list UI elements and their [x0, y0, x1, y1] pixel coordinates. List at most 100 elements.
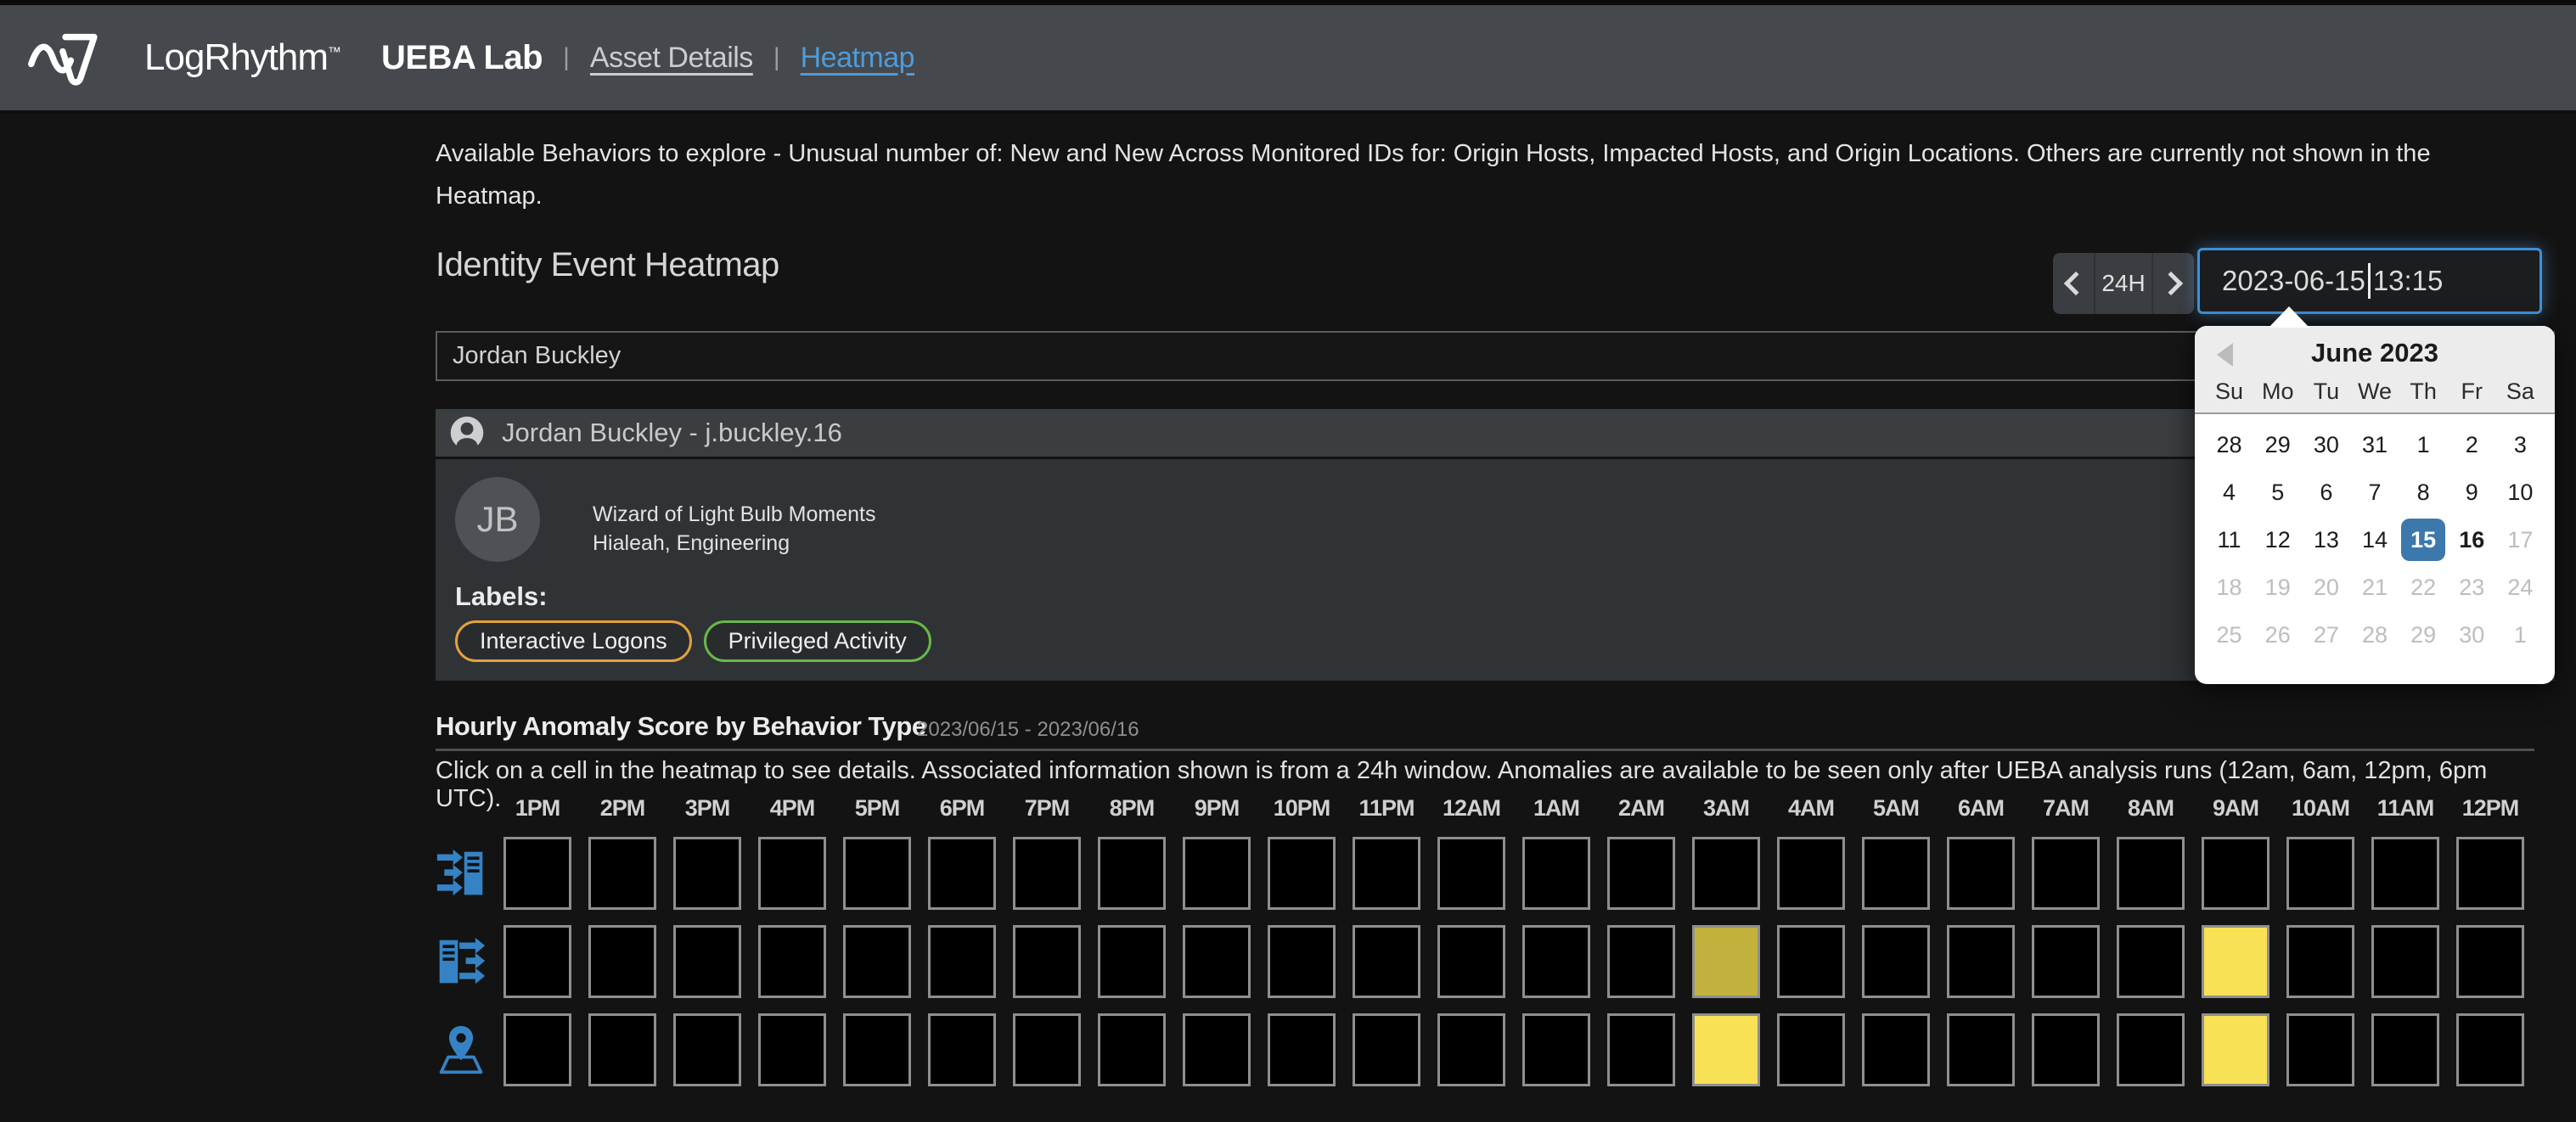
calendar-day-14[interactable]: 14: [2361, 526, 2388, 553]
heatmap-cell-origin-hosts-6am[interactable]: [1947, 837, 2015, 910]
calendar-day-7[interactable]: 7: [2368, 479, 2382, 505]
heatmap-cell-impacted-hosts-2pm[interactable]: [588, 925, 656, 998]
heatmap-cell-impacted-hosts-10am[interactable]: [2286, 925, 2354, 998]
nav-link-heatmap[interactable]: Heatmap: [800, 41, 915, 74]
calendar-day-11[interactable]: 11: [2217, 526, 2241, 553]
heatmap-cell-origin-locations-7pm[interactable]: [1013, 1013, 1081, 1086]
heatmap-cell-origin-locations-8pm[interactable]: [1098, 1013, 1166, 1086]
calendar-day-30[interactable]: 30: [2313, 431, 2339, 457]
heatmap-cell-origin-hosts-5am[interactable]: [1862, 837, 1930, 910]
heatmap-cell-origin-locations-2pm[interactable]: [588, 1013, 656, 1086]
heatmap-cell-impacted-hosts-9pm[interactable]: [1183, 925, 1251, 998]
calendar-day-13[interactable]: 13: [2313, 526, 2339, 553]
heatmap-cell-origin-hosts-1pm[interactable]: [503, 837, 571, 910]
calendar-day-15[interactable]: 15: [2401, 519, 2446, 561]
heatmap-cell-origin-locations-10pm[interactable]: [1268, 1013, 1336, 1086]
heatmap-cell-impacted-hosts-4pm[interactable]: [758, 925, 826, 998]
heatmap-cell-origin-hosts-11am[interactable]: [2371, 837, 2439, 910]
heatmap-cell-impacted-hosts-12am[interactable]: [1437, 925, 1505, 998]
calendar-day-12[interactable]: 12: [2264, 526, 2291, 553]
heatmap-cell-impacted-hosts-1am[interactable]: [1522, 925, 1590, 998]
heatmap-cell-origin-hosts-2pm[interactable]: [588, 837, 656, 910]
heatmap-cell-origin-locations-7am[interactable]: [2032, 1013, 2100, 1086]
heatmap-cell-origin-hosts-10am[interactable]: [2286, 837, 2354, 910]
calendar-day-31[interactable]: 31: [2361, 431, 2388, 457]
heatmap-cell-origin-locations-5am[interactable]: [1862, 1013, 1930, 1086]
heatmap-cell-impacted-hosts-12pm[interactable]: [2456, 925, 2524, 998]
heatmap-cell-origin-hosts-1am[interactable]: [1522, 837, 1590, 910]
heatmap-cell-origin-hosts-11pm[interactable]: [1353, 837, 1420, 910]
heatmap-cell-origin-hosts-6pm[interactable]: [928, 837, 996, 910]
heatmap-cell-origin-hosts-10pm[interactable]: [1268, 837, 1336, 910]
previous-range-button[interactable]: [2053, 253, 2094, 314]
heatmap-cell-origin-hosts-7pm[interactable]: [1013, 837, 1081, 910]
calendar-day-2[interactable]: 2: [2465, 431, 2478, 457]
range-duration-button[interactable]: 24H: [2094, 253, 2153, 314]
heatmap-cell-origin-hosts-3am[interactable]: [1692, 837, 1760, 910]
heatmap-cell-impacted-hosts-6pm[interactable]: [928, 925, 996, 998]
heatmap-cell-origin-locations-9pm[interactable]: [1183, 1013, 1251, 1086]
calendar-day-8[interactable]: 8: [2416, 479, 2430, 505]
heatmap-cell-impacted-hosts-7pm[interactable]: [1013, 925, 1081, 998]
heatmap-cell-origin-locations-1pm[interactable]: [503, 1013, 571, 1086]
heatmap-cell-impacted-hosts-9am[interactable]: [2202, 925, 2269, 998]
heatmap-cell-impacted-hosts-5pm[interactable]: [843, 925, 911, 998]
calendar-day-29[interactable]: 29: [2264, 431, 2291, 457]
heatmap-cell-origin-hosts-8pm[interactable]: [1098, 837, 1166, 910]
heatmap-cell-origin-locations-2am[interactable]: [1607, 1013, 1675, 1086]
calendar-day-10[interactable]: 10: [2507, 479, 2534, 505]
heatmap-cell-origin-hosts-9am[interactable]: [2202, 837, 2269, 910]
heatmap-cell-origin-hosts-5pm[interactable]: [843, 837, 911, 910]
heatmap-cell-origin-locations-3pm[interactable]: [673, 1013, 741, 1086]
heatmap-cell-origin-locations-9am[interactable]: [2202, 1013, 2269, 1086]
heatmap-cell-impacted-hosts-4am[interactable]: [1777, 925, 1845, 998]
heatmap-cell-origin-hosts-12pm[interactable]: [2456, 837, 2524, 910]
heatmap-cell-origin-locations-5pm[interactable]: [843, 1013, 911, 1086]
heatmap-cell-origin-locations-4am[interactable]: [1777, 1013, 1845, 1086]
heatmap-cell-impacted-hosts-1pm[interactable]: [503, 925, 571, 998]
heatmap-cell-impacted-hosts-3am[interactable]: [1692, 925, 1760, 998]
heatmap-cell-impacted-hosts-8am[interactable]: [2117, 925, 2185, 998]
nav-link-asset-details[interactable]: Asset Details: [589, 41, 753, 74]
heatmap-cell-origin-locations-6am[interactable]: [1947, 1013, 2015, 1086]
heatmap-cell-origin-locations-11am[interactable]: [2371, 1013, 2439, 1086]
heatmap-cell-impacted-hosts-2am[interactable]: [1607, 925, 1675, 998]
datetime-input[interactable]: 2023-06-15 13:15: [2197, 248, 2542, 314]
heatmap-cell-origin-locations-6pm[interactable]: [928, 1013, 996, 1086]
heatmap-cell-impacted-hosts-11am[interactable]: [2371, 925, 2439, 998]
calendar-day-3[interactable]: 3: [2513, 431, 2527, 457]
calendar-day-9[interactable]: 9: [2465, 479, 2478, 505]
heatmap-cell-impacted-hosts-5am[interactable]: [1862, 925, 1930, 998]
calendar-day-5[interactable]: 5: [2271, 479, 2285, 505]
heatmap-cell-origin-locations-3am[interactable]: [1692, 1013, 1760, 1086]
heatmap-cell-impacted-hosts-11pm[interactable]: [1353, 925, 1420, 998]
heatmap-cell-origin-locations-12am[interactable]: [1437, 1013, 1505, 1086]
heatmap-cell-origin-locations-4pm[interactable]: [758, 1013, 826, 1086]
heatmap-cell-origin-hosts-12am[interactable]: [1437, 837, 1505, 910]
heatmap-cell-origin-locations-1am[interactable]: [1522, 1013, 1590, 1086]
heatmap-cell-impacted-hosts-6am[interactable]: [1947, 925, 2015, 998]
heatmap-cell-origin-locations-8am[interactable]: [2117, 1013, 2185, 1086]
previous-month-button[interactable]: [2217, 343, 2233, 367]
heatmap-cell-origin-hosts-7am[interactable]: [2032, 837, 2100, 910]
heatmap-cell-impacted-hosts-10pm[interactable]: [1268, 925, 1336, 998]
calendar-day-4[interactable]: 4: [2223, 479, 2236, 505]
calendar-day-16[interactable]: 16: [2459, 526, 2485, 553]
calendar-day-6[interactable]: 6: [2320, 479, 2333, 505]
calendar-day-21: 21: [2361, 574, 2388, 600]
calendar-day-28[interactable]: 28: [2216, 431, 2242, 457]
heatmap-cell-impacted-hosts-8pm[interactable]: [1098, 925, 1166, 998]
heatmap-cell-origin-hosts-8am[interactable]: [2117, 837, 2185, 910]
heatmap-cell-origin-hosts-3pm[interactable]: [673, 837, 741, 910]
heatmap-cell-origin-hosts-4am[interactable]: [1777, 837, 1845, 910]
heatmap-cell-origin-locations-10am[interactable]: [2286, 1013, 2354, 1086]
heatmap-cell-origin-locations-11pm[interactable]: [1353, 1013, 1420, 1086]
calendar-day-1[interactable]: 1: [2416, 431, 2430, 457]
heatmap-cell-origin-hosts-9pm[interactable]: [1183, 837, 1251, 910]
heatmap-cell-impacted-hosts-3pm[interactable]: [673, 925, 741, 998]
next-range-button[interactable]: [2153, 253, 2194, 314]
heatmap-cell-impacted-hosts-7am[interactable]: [2032, 925, 2100, 998]
heatmap-cell-origin-hosts-2am[interactable]: [1607, 837, 1675, 910]
heatmap-cell-origin-hosts-4pm[interactable]: [758, 837, 826, 910]
heatmap-cell-origin-locations-12pm[interactable]: [2456, 1013, 2524, 1086]
